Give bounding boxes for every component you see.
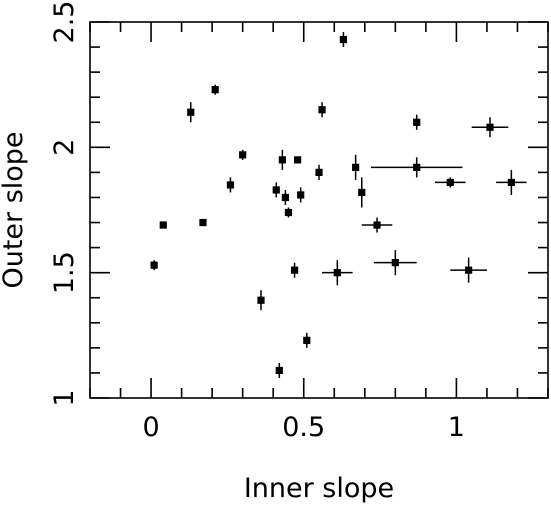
- data-point: [199, 218, 207, 227]
- data-point: [352, 154, 360, 180]
- data-point: [496, 169, 527, 195]
- data-point: [290, 262, 299, 278]
- point-marker: [294, 156, 302, 164]
- data-point: [226, 177, 235, 193]
- point-marker: [303, 336, 311, 344]
- data-point: [297, 187, 305, 203]
- point-marker: [413, 118, 421, 126]
- data-point: [322, 260, 353, 286]
- data-point: [318, 102, 326, 118]
- y-tick-label: 1: [49, 389, 80, 406]
- data-point: [159, 221, 167, 229]
- data-point: [272, 182, 280, 198]
- y-tick-label: 2.5: [49, 1, 80, 44]
- data-point: [435, 177, 466, 188]
- point-marker: [297, 191, 305, 199]
- point-marker: [290, 266, 299, 274]
- data-point: [284, 207, 293, 218]
- point-marker: [150, 261, 158, 269]
- point-marker: [211, 86, 219, 94]
- point-marker: [486, 123, 494, 131]
- point-marker: [257, 296, 265, 304]
- data-point: [294, 156, 302, 164]
- point-marker: [272, 186, 280, 194]
- point-marker: [187, 108, 195, 116]
- data-point: [370, 157, 463, 178]
- point-marker: [159, 221, 167, 229]
- x-axis-label: Inner slope: [244, 473, 394, 504]
- x-tick-label: 0.5: [282, 412, 325, 443]
- data-point: [281, 189, 290, 205]
- point-marker: [275, 366, 283, 375]
- point-marker: [333, 269, 341, 277]
- point-marker: [199, 218, 207, 227]
- data-point: [450, 257, 487, 283]
- data-point: [278, 149, 286, 170]
- data-point: [339, 32, 348, 48]
- data-point: [471, 117, 509, 138]
- x-tick-label: 1: [448, 412, 465, 443]
- data-point: [303, 332, 311, 348]
- point-marker: [339, 35, 348, 44]
- data-point: [275, 362, 283, 378]
- point-marker: [352, 163, 360, 171]
- plot-frame: [89, 21, 549, 399]
- point-marker: [413, 163, 421, 171]
- data-point: [361, 217, 393, 233]
- point-marker: [284, 208, 293, 217]
- data-point: [150, 260, 158, 271]
- data-point: [257, 290, 265, 311]
- y-tick-label: 1.5: [49, 251, 80, 294]
- point-marker: [226, 181, 235, 189]
- data-point: [187, 102, 195, 123]
- x-tick-label: 0: [142, 412, 159, 443]
- axis-tick-labels: 0 0.5 1 1 1.5 2 2.5: [49, 1, 465, 443]
- data-point: [315, 164, 323, 180]
- data-point: [373, 250, 417, 276]
- point-marker: [373, 221, 381, 229]
- axis-ticks: [89, 21, 549, 399]
- y-tick-label: 2: [49, 139, 80, 156]
- point-marker: [358, 188, 366, 197]
- point-marker: [281, 193, 290, 202]
- data-point: [358, 177, 366, 208]
- point-marker: [446, 178, 454, 187]
- point-marker: [391, 259, 399, 267]
- point-marker: [318, 106, 326, 114]
- data-points: [150, 32, 527, 378]
- point-marker: [239, 151, 247, 159]
- data-point: [211, 84, 219, 95]
- point-marker: [507, 178, 515, 187]
- point-marker: [315, 168, 323, 176]
- y-axis-label: Outer slope: [0, 131, 29, 288]
- point-marker: [278, 156, 286, 164]
- data-point: [239, 149, 247, 160]
- point-marker: [465, 266, 473, 274]
- data-point: [413, 114, 421, 130]
